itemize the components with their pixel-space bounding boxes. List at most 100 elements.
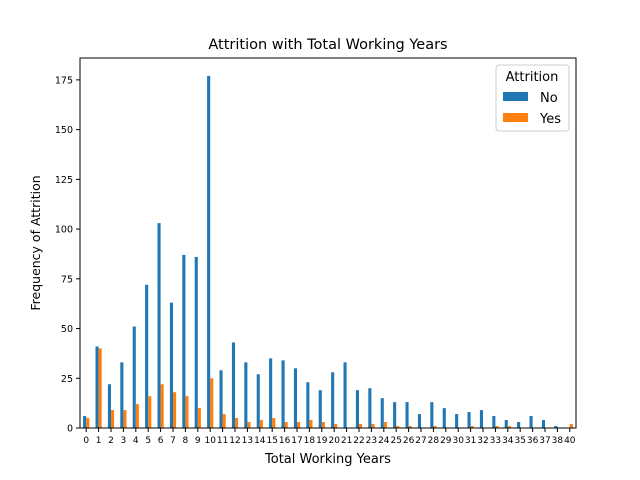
bar-yes-19 <box>321 422 325 428</box>
x-tick-label-0: 0 <box>83 436 89 446</box>
x-tick-label-13: 13 <box>242 436 253 446</box>
bar-yes-4 <box>135 404 139 428</box>
y-tick-label-150: 150 <box>55 125 73 136</box>
x-tick-label-1: 1 <box>96 436 102 446</box>
x-tick-label-26: 26 <box>403 436 415 446</box>
x-tick-label-19: 19 <box>316 436 328 446</box>
x-tick-label-14: 14 <box>254 436 266 446</box>
bar-yes-8 <box>185 396 189 428</box>
bar-yes-12 <box>235 418 239 428</box>
bar-no-31 <box>467 412 471 428</box>
bar-no-34 <box>504 420 508 428</box>
bar-no-24 <box>380 398 384 428</box>
bar-yes-5 <box>148 396 152 428</box>
bar-yes-17 <box>297 422 301 428</box>
x-tick-label-20: 20 <box>328 436 340 446</box>
bar-no-35 <box>517 422 521 428</box>
x-tick-label-33: 33 <box>490 436 501 446</box>
bar-no-6 <box>157 223 161 428</box>
bar-no-12 <box>231 342 235 428</box>
bar-no-2 <box>107 384 111 428</box>
y-tick-label-175: 175 <box>55 75 73 86</box>
y-tick-label-25: 25 <box>61 374 73 385</box>
y-tick-label-75: 75 <box>61 274 73 285</box>
y-axis-label: Frequency of Attrition <box>28 175 43 310</box>
bar-yes-6 <box>160 384 164 428</box>
x-tick-label-3: 3 <box>121 436 127 446</box>
x-tick-label-31: 31 <box>465 436 476 446</box>
bar-no-5 <box>145 284 149 428</box>
bar-yes-20 <box>334 424 338 428</box>
legend-label-no: No <box>540 91 558 106</box>
y-tick-label-50: 50 <box>61 324 73 335</box>
y-tick-label-0: 0 <box>67 424 73 435</box>
bars-group <box>83 75 573 429</box>
bar-no-28 <box>430 402 434 428</box>
bar-no-37 <box>541 420 545 428</box>
bar-yes-1 <box>98 348 102 428</box>
legend-title: Attrition <box>506 70 559 85</box>
bar-no-0 <box>83 416 87 428</box>
x-axis-label: Total Working Years <box>264 452 391 467</box>
bar-yes-23 <box>371 424 375 428</box>
x-tick-label-37: 37 <box>539 436 550 446</box>
x-tick-label-24: 24 <box>378 436 390 446</box>
bar-no-25 <box>393 402 397 428</box>
x-tick-label-2: 2 <box>108 436 114 446</box>
bar-no-21 <box>343 362 347 428</box>
x-tick-label-34: 34 <box>502 436 514 446</box>
x-tick-label-12: 12 <box>229 436 240 446</box>
bar-no-4 <box>132 326 136 428</box>
x-tick-label-28: 28 <box>428 436 440 446</box>
x-tick-label-5: 5 <box>145 436 151 446</box>
x-tick-label-18: 18 <box>304 436 316 446</box>
chart-title: Attrition with Total Working Years <box>208 37 447 53</box>
bar-yes-11 <box>222 414 226 428</box>
bar-yes-18 <box>309 420 313 428</box>
x-tick-label-22: 22 <box>353 436 364 446</box>
bar-yes-10 <box>210 378 214 428</box>
bar-yes-25 <box>396 426 400 428</box>
legend-label-yes: Yes <box>539 112 561 127</box>
x-tick-label-27: 27 <box>415 436 426 446</box>
x-tick-label-35: 35 <box>514 436 525 446</box>
bar-no-14 <box>256 374 260 428</box>
x-tick-label-29: 29 <box>440 436 452 446</box>
bar-yes-14 <box>259 420 263 428</box>
bar-no-1 <box>95 346 99 428</box>
bar-no-33 <box>492 416 496 428</box>
bar-yes-22 <box>359 424 363 428</box>
x-tick-label-30: 30 <box>452 436 464 446</box>
bar-no-23 <box>368 388 372 428</box>
x-tick-label-36: 36 <box>527 436 539 446</box>
bar-yes-3 <box>123 410 127 428</box>
bar-yes-15 <box>272 418 276 428</box>
bar-no-7 <box>169 302 173 428</box>
bar-no-17 <box>293 368 297 428</box>
x-tick-label-11: 11 <box>217 436 228 446</box>
legend: Attrition No Yes <box>495 64 570 132</box>
plot-frame <box>79 57 577 429</box>
bar-no-29 <box>442 408 446 428</box>
x-tick-label-16: 16 <box>279 436 291 446</box>
bar-no-16 <box>281 360 285 428</box>
bar-no-32 <box>479 410 483 428</box>
bar-yes-40 <box>569 424 573 428</box>
bar-no-10 <box>207 75 211 429</box>
bar-no-36 <box>529 416 533 428</box>
x-tick-label-25: 25 <box>390 436 401 446</box>
x-tick-label-6: 6 <box>158 436 164 446</box>
x-tick-label-7: 7 <box>170 436 176 446</box>
bar-yes-13 <box>247 422 251 428</box>
bar-no-27 <box>417 414 421 428</box>
x-tick-label-15: 15 <box>266 436 277 446</box>
x-axis: 0 1 2 3 4 5 6 7 8 9 10 11 12 13 14 15 16 17 18 19 20 21 22 23 24… <box>83 428 576 446</box>
x-tick-label-10: 10 <box>204 436 216 446</box>
x-tick-label-40: 40 <box>564 436 576 446</box>
bar-no-3 <box>120 362 124 428</box>
legend-swatch-no <box>503 92 528 101</box>
bar-no-20 <box>331 372 335 428</box>
x-tick-label-8: 8 <box>183 436 189 446</box>
bar-yes-2 <box>111 410 115 428</box>
